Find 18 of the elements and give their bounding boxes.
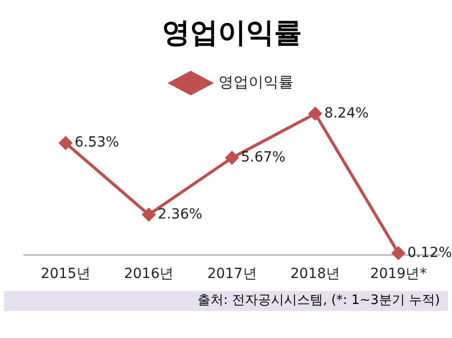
point xyxy=(226,151,238,164)
data-label: 6.53% xyxy=(74,134,120,151)
x-tick-label: 2017년 xyxy=(207,266,257,282)
chart-title: 영업이익률 xyxy=(162,16,302,50)
data-label: 5.67% xyxy=(241,149,286,166)
x-tick-label: 2015년 xyxy=(40,266,90,282)
x-tick-label: 2018년 xyxy=(290,266,340,282)
point xyxy=(59,136,72,150)
data-label: 8.24% xyxy=(324,105,369,122)
data-label: 0.12% xyxy=(407,244,452,261)
source-note: 출처: 전자공시시스템, (*: 1~3분기 누적) xyxy=(4,291,448,311)
x-tick-label: 2016년 xyxy=(124,266,174,282)
point xyxy=(142,208,156,222)
point xyxy=(392,246,405,260)
point xyxy=(308,107,322,120)
legend-label: 영업이익률 xyxy=(218,72,294,91)
x-tick-label: 2019년* xyxy=(370,266,427,282)
data-label: 2.36% xyxy=(158,206,202,222)
